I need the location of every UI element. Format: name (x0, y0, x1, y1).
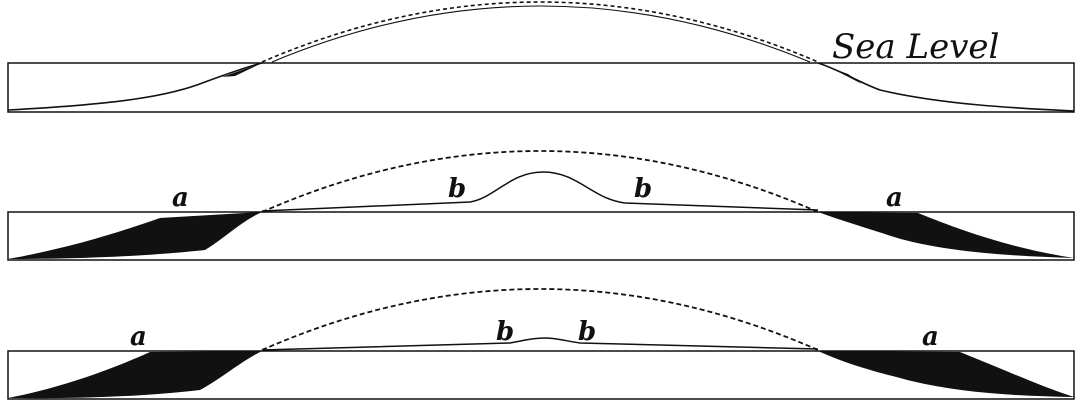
stage-1: Sea Level (7, 1, 1075, 113)
sea-floor-profile (7, 62, 263, 111)
eroded-surface-arc (271, 5, 811, 63)
label-b-left: b (496, 317, 514, 347)
original-surface-arc (261, 288, 819, 351)
sea-level-box (7, 62, 1075, 113)
sediment-wedge-left (8, 351, 262, 399)
label-a-left: a (130, 322, 147, 352)
label-b-right: b (634, 174, 652, 204)
eroded-surface (261, 171, 819, 212)
sediment-wedge-right (818, 212, 1074, 258)
sea-floor-profile (817, 62, 1075, 112)
label-b-right: b (578, 317, 596, 347)
label-a-right: a (886, 183, 903, 213)
peneplain-surface (261, 337, 819, 351)
label-b-left: b (448, 174, 466, 204)
stage-3: a b b a (7, 288, 1075, 400)
sea-level-label: Sea Level (832, 27, 999, 67)
sea-level-box (7, 211, 1075, 261)
sea-level-box (7, 350, 1075, 400)
sediment-wedge-left (222, 63, 262, 77)
stage-2: a b b a (7, 150, 1075, 261)
label-a-right: a (922, 322, 939, 352)
original-surface-arc (261, 1, 819, 63)
label-a-left: a (172, 183, 189, 213)
original-surface-arc (261, 150, 819, 213)
sediment-wedge-left (8, 212, 262, 259)
sediment-wedge-right (818, 351, 1074, 397)
